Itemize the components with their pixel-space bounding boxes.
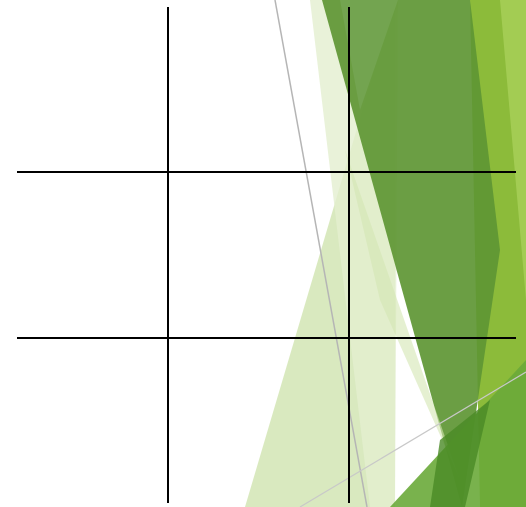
page [0, 0, 526, 507]
slide [0, 0, 526, 507]
